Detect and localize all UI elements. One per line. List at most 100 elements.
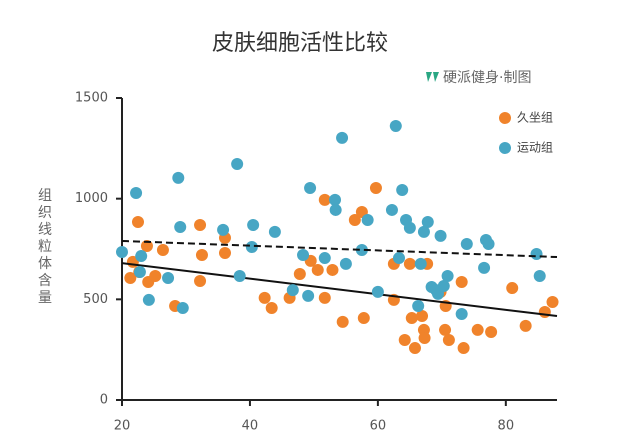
point (231, 158, 244, 171)
point (455, 276, 468, 289)
point (156, 244, 169, 257)
y-tick-label: 1500 (75, 91, 108, 106)
point (485, 325, 498, 338)
point (398, 334, 411, 347)
point (297, 249, 310, 262)
point (131, 216, 144, 229)
point (233, 269, 246, 282)
point (194, 275, 207, 288)
point (339, 257, 352, 270)
legend-marker (499, 112, 511, 124)
y-axis-label: 组织线粒体含量 (38, 188, 52, 306)
point (538, 306, 551, 319)
point (130, 187, 143, 200)
point (116, 246, 128, 259)
y-tick-label: 0 (100, 393, 108, 408)
point (530, 248, 543, 261)
point (194, 219, 207, 232)
point (482, 237, 495, 250)
point (336, 131, 349, 144)
point (439, 323, 452, 336)
point (172, 171, 185, 184)
point (245, 240, 258, 253)
point (460, 237, 473, 250)
point (361, 214, 374, 227)
point (217, 223, 230, 236)
point (162, 271, 175, 284)
point (403, 257, 416, 270)
point (318, 193, 331, 206)
point (174, 221, 187, 234)
point (506, 282, 519, 295)
point (519, 319, 532, 332)
point (318, 291, 331, 304)
point (195, 249, 208, 262)
point (176, 301, 189, 314)
point (421, 216, 434, 229)
point (258, 291, 271, 304)
x-tick-label: 60 (370, 419, 387, 434)
point (355, 244, 368, 257)
point (293, 267, 306, 280)
point (311, 263, 324, 276)
point (218, 247, 231, 260)
point (392, 252, 405, 265)
point (385, 203, 398, 216)
point (546, 295, 559, 308)
point (396, 184, 409, 197)
point (124, 271, 137, 284)
point (318, 252, 331, 265)
point (533, 269, 546, 282)
point (149, 269, 162, 282)
point (135, 250, 148, 263)
point (329, 193, 342, 206)
point (142, 293, 155, 306)
point (403, 221, 416, 234)
point (416, 310, 429, 323)
point (455, 308, 468, 321)
point (286, 284, 299, 297)
legend-label: 运动组 (517, 141, 553, 155)
legend-label: 久坐组 (517, 111, 553, 125)
point (441, 269, 454, 282)
y-tick-label: 1000 (75, 191, 108, 206)
point (389, 119, 402, 132)
point (417, 225, 430, 238)
point (336, 315, 349, 328)
point (457, 342, 470, 355)
y-tick-label: 500 (83, 292, 108, 307)
x-tick-label: 20 (114, 419, 131, 434)
point (412, 299, 425, 312)
point (408, 342, 421, 355)
legend-marker (499, 142, 511, 154)
point (471, 323, 484, 336)
point (414, 257, 427, 270)
point (418, 331, 431, 344)
point (442, 334, 455, 347)
point (437, 280, 450, 293)
point (268, 225, 281, 238)
point (133, 265, 146, 278)
credit-icon (426, 72, 439, 82)
point (434, 229, 447, 242)
point (304, 181, 317, 194)
point (369, 181, 382, 194)
point (265, 301, 278, 314)
x-tick-label: 80 (498, 419, 515, 434)
point (357, 312, 370, 325)
trend-line (121, 239, 558, 259)
point (247, 219, 260, 232)
point (478, 261, 491, 274)
credit: 硬派健身·制图 (443, 70, 531, 86)
chart-title: 皮肤细胞活性比较 (212, 31, 388, 56)
x-tick-label: 40 (242, 419, 259, 434)
point (302, 289, 315, 302)
trend-line (121, 262, 558, 318)
point (329, 203, 342, 216)
point (371, 285, 384, 298)
point (326, 263, 339, 276)
point (405, 312, 418, 325)
point (348, 214, 361, 227)
